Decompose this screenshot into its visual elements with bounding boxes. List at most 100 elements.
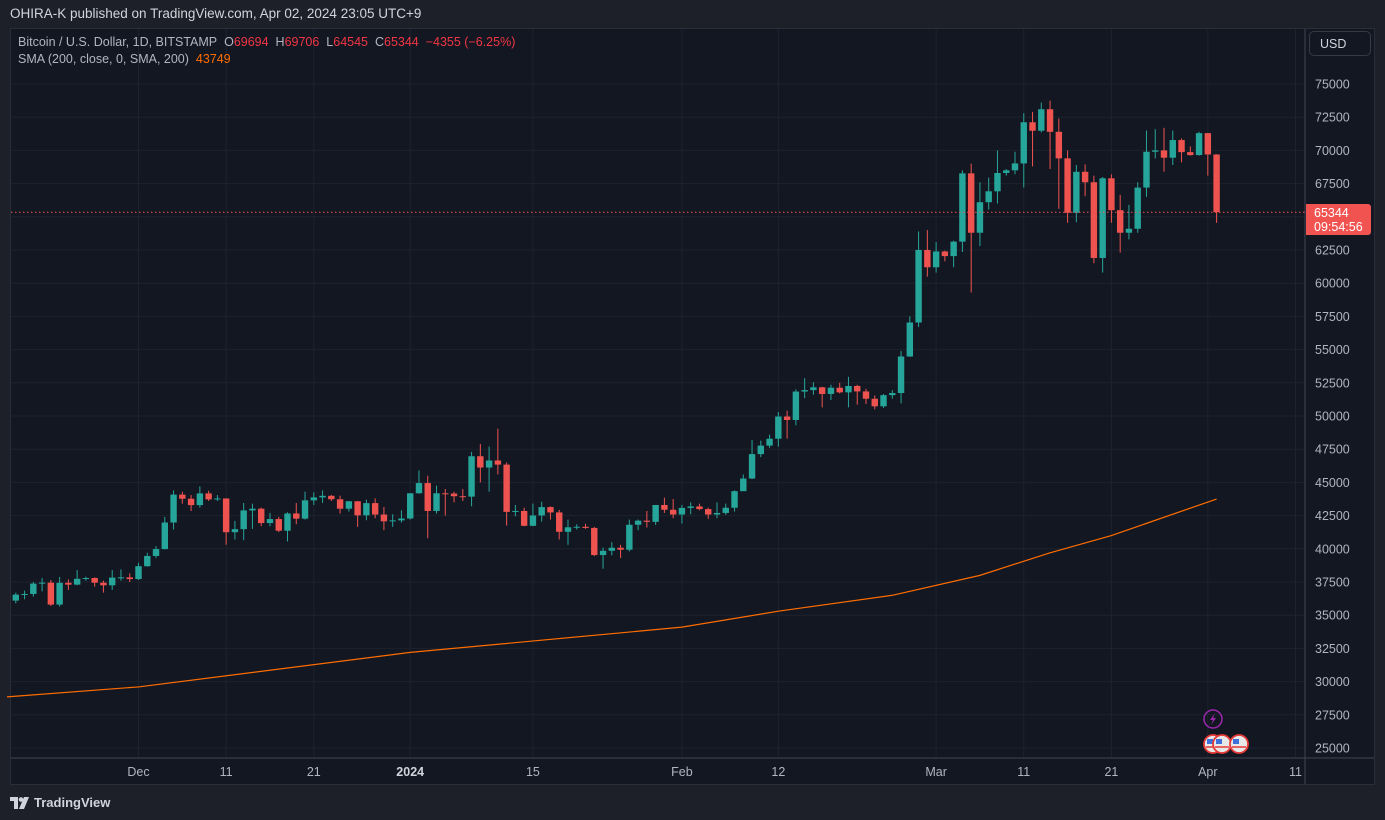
price-tick-label: 25000: [1315, 742, 1350, 756]
candle-up: [144, 552, 151, 567]
candle-down: [783, 410, 791, 439]
candle-body: [783, 416, 791, 420]
candle-body: [1143, 151, 1150, 188]
candle-body: [643, 520, 651, 522]
candle-up: [950, 240, 957, 268]
candle-up: [135, 562, 142, 581]
candle-down: [1081, 164, 1089, 197]
candle-up: [389, 514, 396, 527]
price-tick-label: 35000: [1315, 609, 1350, 623]
candle-down: [354, 500, 361, 527]
us-flag-event-icon[interactable]: [1212, 734, 1232, 754]
candle-body: [144, 555, 151, 567]
candle-up: [976, 182, 984, 247]
currency-button[interactable]: USD: [1309, 31, 1371, 56]
candle-up: [1143, 130, 1150, 197]
candle-up: [1011, 151, 1019, 175]
candle-up: [678, 504, 686, 524]
price-tick-label: 70000: [1315, 144, 1350, 158]
time-tick-label: Apr: [1198, 765, 1217, 779]
candle-body: [1160, 150, 1168, 158]
candle-down: [941, 250, 949, 262]
candle-body: [293, 513, 300, 519]
candle-body: [994, 172, 1001, 192]
candle-up: [564, 519, 572, 545]
candle-down: [1187, 146, 1194, 156]
price-tick-label: 60000: [1315, 277, 1350, 291]
price-tick-label: 45000: [1315, 476, 1350, 490]
candle-body: [415, 483, 423, 494]
candle-down: [1204, 133, 1212, 176]
candle-body: [1090, 182, 1098, 258]
candle-up: [757, 440, 765, 458]
us-flag-event-icon[interactable]: [1229, 734, 1249, 754]
candle-body: [222, 498, 230, 533]
candle-up: [363, 499, 370, 521]
price-tick-label: 27500: [1315, 708, 1350, 722]
time-tick-label: 2024: [396, 765, 424, 779]
candle-body: [862, 391, 870, 399]
candle-body: [687, 506, 694, 508]
candle-body: [47, 582, 55, 605]
candle-up: [485, 446, 493, 492]
candle-up: [319, 490, 326, 503]
candle-body: [845, 385, 852, 393]
candle-body: [1055, 131, 1063, 159]
candle-down: [187, 495, 195, 511]
candle-body: [1073, 171, 1080, 213]
candle-up: [56, 576, 63, 607]
candle-body: [836, 387, 843, 393]
sma-200-line: [6, 498, 1217, 698]
tradingview-logo-icon: [10, 796, 29, 809]
candle-up: [687, 502, 694, 515]
candle-up: [161, 516, 168, 550]
candle-body: [65, 582, 72, 585]
candle-down: [494, 428, 502, 475]
candle-up: [792, 389, 800, 426]
candle-body: [1195, 133, 1203, 156]
candle-up: [985, 177, 992, 210]
candle-down: [477, 443, 484, 483]
candle-body: [117, 577, 125, 579]
candle-up: [196, 486, 204, 508]
sma-legend[interactable]: SMA (200, close, 0, SMA, 200) 43749: [18, 52, 231, 66]
candle-down: [205, 490, 212, 501]
candle-up: [845, 376, 852, 408]
lightning-event-icon[interactable]: [1203, 709, 1223, 729]
candle-up: [21, 590, 28, 600]
candle-body: [547, 507, 554, 513]
candle-up: [407, 493, 414, 520]
candle-up: [748, 439, 756, 480]
candle-body: [249, 508, 256, 511]
candle-up: [538, 501, 545, 522]
time-tick-label: 11: [1289, 765, 1302, 779]
candle-body: [634, 520, 642, 525]
candle-body: [82, 578, 90, 580]
candle-up: [880, 394, 887, 409]
candle-body: [56, 582, 63, 605]
candle-down: [643, 510, 651, 528]
candle-up: [214, 495, 221, 501]
candle-up: [117, 569, 125, 581]
lightning-icon: [1210, 713, 1216, 725]
symbol-legend[interactable]: Bitcoin / U.S. Dollar, 1D, BITSTAMP O696…: [18, 35, 515, 49]
candle-down: [424, 475, 431, 539]
candle-up: [994, 150, 1001, 204]
candle-body: [1204, 133, 1212, 155]
events: [1203, 709, 1249, 754]
candle-body: [985, 191, 992, 203]
candle-body: [371, 503, 379, 515]
candle-up: [310, 492, 317, 505]
price-tick-label: 42500: [1315, 509, 1350, 523]
tradingview-logo[interactable]: TradingView: [10, 795, 110, 810]
sma-series: [6, 498, 1217, 698]
candle-body: [450, 493, 458, 497]
candle-body: [626, 524, 633, 550]
time-tick-label: 12: [771, 765, 785, 779]
candle-body: [468, 456, 475, 497]
candle-body: [12, 594, 19, 601]
candle-down: [222, 498, 230, 545]
candle-body: [976, 202, 984, 233]
close-value: 65344: [384, 35, 419, 49]
